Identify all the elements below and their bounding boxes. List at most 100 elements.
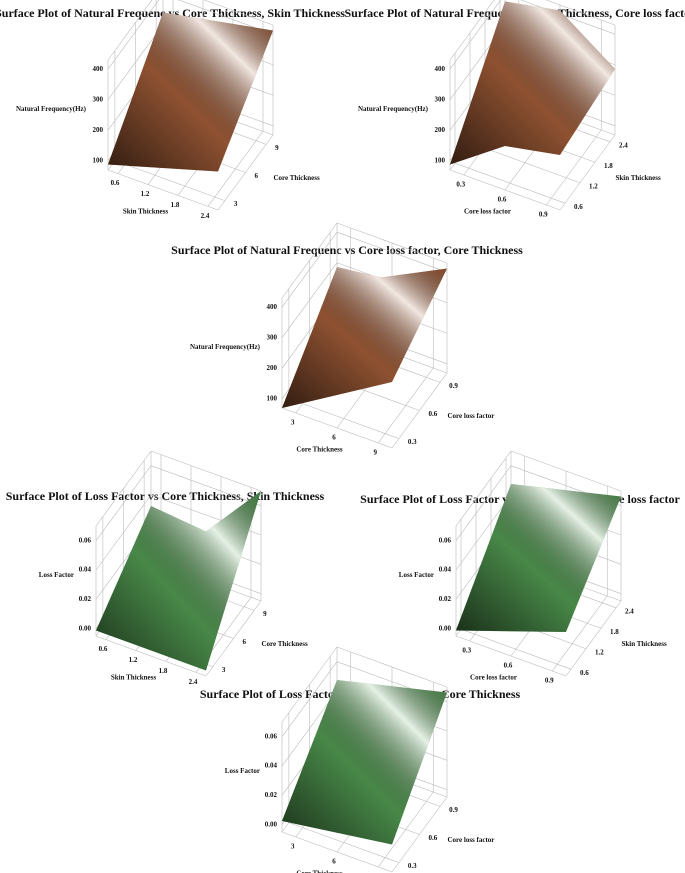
- z-tick-label: 0.02: [79, 595, 92, 603]
- x-tick-label: 0.9: [539, 211, 548, 219]
- y-tick-label: 0.3: [408, 862, 417, 870]
- z-tick-label: 200: [435, 126, 446, 134]
- x-tick-label: 0.6: [498, 196, 507, 204]
- z-tick-label: 400: [267, 303, 278, 311]
- grid-line: [455, 494, 512, 571]
- z-tick-label: 0.00: [265, 820, 278, 828]
- grid-line: [150, 465, 262, 506]
- box-edge: [203, 0, 274, 26]
- x-tick-label: 3: [291, 419, 295, 427]
- z-tick-label: 400: [93, 65, 104, 73]
- x-tick-label: 0.6: [99, 645, 108, 653]
- z-tick-label: 100: [267, 394, 278, 402]
- z-tick-label: 200: [93, 126, 104, 134]
- y-tick-label: 1.8: [604, 162, 613, 170]
- z-tick-label: 0.04: [265, 762, 278, 770]
- z-axis-label: Loss Factor: [39, 571, 74, 579]
- y-axis-label: Core loss factor: [448, 836, 495, 844]
- surface-shade: [282, 680, 447, 845]
- z-axis-label: Loss Factor: [225, 767, 260, 775]
- box-edge: [107, 169, 219, 211]
- y-tick-label: 1.2: [595, 648, 604, 656]
- box-edge: [150, 450, 262, 492]
- y-axis-label: Core Thickness: [274, 174, 320, 182]
- surface-shade: [96, 491, 261, 671]
- panel-title: Surface Plot of Natural Frequenc vs Core…: [0, 6, 345, 20]
- x-axis-label: Core Thickness: [296, 870, 342, 873]
- y-tick-label: 0.6: [429, 834, 438, 842]
- x-tick-label: 9: [374, 449, 378, 457]
- y-axis-label: Core loss factor: [448, 412, 495, 420]
- z-tick-label: 0.00: [439, 624, 452, 632]
- panel-title: Surface Plot of Natural Frequenc vs Core…: [171, 243, 523, 257]
- box-edge: [565, 600, 622, 677]
- y-tick-label: 0.3: [408, 438, 417, 446]
- z-axis-label: Natural Frequency(Hz): [358, 105, 429, 113]
- y-tick-label: 2.4: [619, 141, 628, 149]
- y-tick-label: 0.9: [449, 806, 458, 814]
- x-tick-label: 0.9: [545, 677, 554, 685]
- y-tick-label: 6: [255, 172, 259, 180]
- z-axis-label: Loss Factor: [399, 571, 434, 579]
- z-tick-label: 0.06: [439, 536, 452, 544]
- surface-shade: [456, 484, 621, 632]
- z-tick-label: 0.04: [439, 566, 452, 574]
- y-tick-label: 9: [263, 610, 267, 618]
- box-edge: [95, 635, 207, 677]
- y-tick-label: 0.6: [429, 410, 438, 418]
- z-tick-label: 200: [267, 364, 278, 372]
- z-tick-label: 0.02: [265, 791, 278, 799]
- y-tick-label: 1.2: [589, 182, 598, 190]
- y-tick-label: 0.6: [574, 203, 583, 211]
- z-tick-label: 0.06: [79, 536, 92, 544]
- y-tick-label: 6: [243, 638, 247, 646]
- grid-line: [546, 129, 602, 206]
- box-edge: [449, 0, 495, 61]
- grid-line: [454, 162, 566, 204]
- x-tick-label: 0.6: [111, 179, 120, 187]
- x-axis-label: Skin Thickness: [111, 674, 156, 682]
- grid-line: [552, 595, 608, 672]
- x-tick-label: 6: [332, 434, 336, 442]
- grid-line: [114, 160, 225, 201]
- grid-line: [449, 0, 502, 70]
- x-axis-label: Core loss factor: [470, 674, 517, 682]
- y-tick-label: 3: [222, 666, 226, 674]
- x-tick-label: 2.4: [189, 678, 198, 686]
- x-axis-label: Core Thickness: [296, 446, 342, 454]
- y-tick-label: 0.9: [449, 382, 458, 390]
- z-tick-label: 300: [267, 333, 278, 341]
- box-edge: [455, 450, 512, 527]
- surface-shade: [108, 12, 273, 172]
- x-axis-label: Core loss factor: [464, 208, 511, 216]
- x-tick-label: 1.2: [141, 190, 150, 198]
- x-tick-label: 3: [291, 843, 295, 851]
- y-tick-label: 2.4: [625, 607, 634, 615]
- y-axis-label: Core Thickness: [262, 640, 308, 648]
- z-tick-label: 400: [435, 65, 446, 73]
- z-tick-label: 300: [435, 95, 446, 103]
- z-tick-label: 0.04: [79, 566, 92, 574]
- x-axis-label: Skin Thickness: [123, 208, 168, 216]
- x-tick-label: 0.3: [462, 647, 471, 655]
- z-tick-label: 0.00: [79, 624, 92, 632]
- z-tick-label: 300: [93, 95, 104, 103]
- surface-shade: [282, 267, 447, 408]
- grid-line: [288, 822, 399, 863]
- y-tick-label: 3: [234, 200, 238, 208]
- x-tick-label: 1.2: [129, 656, 138, 664]
- y-axis-label: Skin Thickness: [616, 174, 661, 182]
- z-tick-label: 0.02: [439, 595, 452, 603]
- x-tick-label: 6: [332, 858, 336, 866]
- z-tick-label: 100: [435, 156, 446, 164]
- x-tick-label: 2.4: [201, 212, 210, 220]
- x-tick-label: 0.3: [456, 181, 465, 189]
- y-tick-label: 9: [275, 144, 279, 152]
- grid-line: [455, 465, 512, 541]
- box-edge: [559, 134, 616, 211]
- y-axis-label: Skin Thickness: [622, 640, 667, 648]
- x-tick-label: 1.8: [171, 201, 180, 209]
- panel-title: Surface Plot of Loss Factor vs Core Thic…: [6, 489, 325, 503]
- grid-line: [460, 628, 572, 670]
